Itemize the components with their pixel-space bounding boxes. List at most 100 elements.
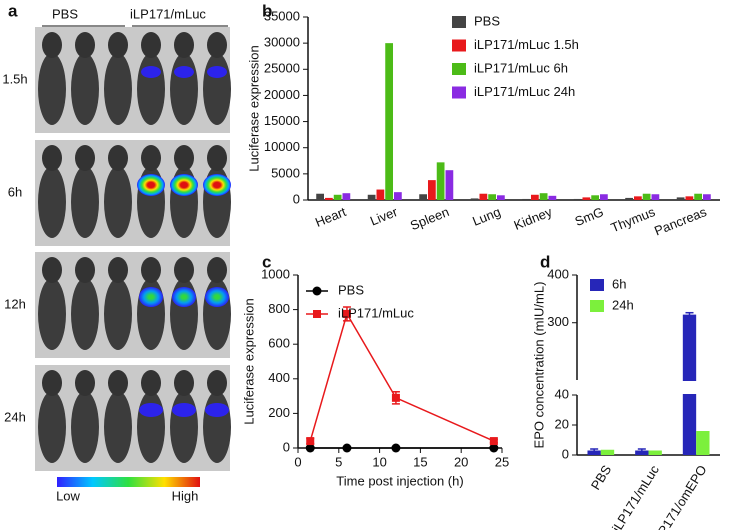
mouse-head bbox=[42, 370, 62, 396]
mouse-body bbox=[71, 278, 99, 350]
legend-label: 6h bbox=[612, 276, 626, 291]
panel-label: a bbox=[8, 1, 18, 20]
bar bbox=[587, 450, 601, 455]
mouse-head bbox=[207, 257, 227, 283]
group-label: PBS bbox=[52, 6, 78, 21]
x-axis-title: Time post injection (h) bbox=[336, 473, 463, 488]
mouse-body bbox=[203, 53, 231, 125]
signal bbox=[141, 66, 161, 78]
mouse-head bbox=[141, 145, 161, 171]
x-tick-label: 20 bbox=[454, 454, 468, 469]
legend-swatch bbox=[452, 86, 466, 99]
legend-swatch bbox=[452, 39, 466, 52]
legend-marker bbox=[313, 310, 321, 318]
bar bbox=[445, 170, 454, 200]
signal bbox=[137, 174, 165, 196]
bar bbox=[685, 196, 694, 200]
scale-high: High bbox=[172, 488, 199, 503]
bar bbox=[651, 194, 660, 200]
row-label: 24h bbox=[4, 409, 26, 424]
signal bbox=[205, 403, 229, 417]
mouse-head bbox=[174, 370, 194, 396]
y-tick-label: 20 bbox=[555, 416, 569, 431]
signal bbox=[205, 287, 229, 307]
bar bbox=[642, 193, 651, 200]
mouse-head bbox=[75, 257, 95, 283]
legend-label: 24h bbox=[612, 297, 634, 312]
bar bbox=[676, 197, 685, 200]
legend-label: iLP171/mLuc 24h bbox=[474, 84, 575, 99]
mouse-body bbox=[170, 391, 198, 463]
bar bbox=[385, 43, 394, 201]
mouse-body bbox=[38, 166, 66, 238]
y-tick-label: 35000 bbox=[264, 8, 300, 23]
y-tick-label: 400 bbox=[547, 266, 569, 281]
y-tick-label: 600 bbox=[268, 336, 290, 351]
legend-label: PBS bbox=[474, 13, 500, 28]
mouse-body bbox=[104, 53, 132, 125]
y-tick-label: 10000 bbox=[264, 139, 300, 154]
bar bbox=[376, 189, 385, 200]
bar bbox=[342, 193, 351, 200]
mouse-body bbox=[104, 278, 132, 350]
legend-swatch bbox=[590, 300, 604, 312]
y-tick-label: 20000 bbox=[264, 87, 300, 102]
y-tick-label: 200 bbox=[268, 405, 290, 420]
y-tick-label: 40 bbox=[555, 386, 569, 401]
mouse-body bbox=[203, 391, 231, 463]
mouse-body bbox=[71, 53, 99, 125]
y-tick-label: 800 bbox=[268, 301, 290, 316]
mouse-body bbox=[137, 53, 165, 125]
mouse-body bbox=[170, 53, 198, 125]
marker bbox=[489, 443, 499, 453]
y-axis-title: Luciferase expression bbox=[246, 45, 261, 171]
bar bbox=[539, 193, 548, 200]
bar bbox=[522, 198, 530, 200]
y-tick-label: 400 bbox=[268, 370, 290, 385]
bar bbox=[367, 194, 376, 200]
x-tick-label: 10 bbox=[372, 454, 386, 469]
line bbox=[309, 312, 495, 442]
panel-label: c bbox=[262, 252, 271, 271]
mouse-head bbox=[42, 32, 62, 58]
mouse-head bbox=[207, 32, 227, 58]
legend-marker bbox=[312, 286, 322, 296]
bar bbox=[324, 197, 333, 200]
mouse-body bbox=[38, 391, 66, 463]
legend-swatch bbox=[452, 63, 466, 75]
bar bbox=[394, 192, 402, 200]
mouse-body bbox=[71, 166, 99, 238]
x-tick-label: 0 bbox=[294, 454, 301, 469]
mouse-head bbox=[174, 145, 194, 171]
mouse-head bbox=[108, 32, 128, 58]
bar bbox=[497, 195, 505, 200]
mouse-head bbox=[108, 145, 128, 171]
bar bbox=[703, 194, 711, 200]
bar bbox=[427, 180, 436, 200]
bar bbox=[530, 194, 539, 200]
row-label: 6h bbox=[8, 184, 22, 199]
bar bbox=[316, 193, 324, 200]
y-tick-label: 25000 bbox=[264, 61, 300, 76]
y-tick-label: 300 bbox=[547, 314, 569, 329]
x-tick-label: 25 bbox=[495, 454, 509, 469]
y-tick-label: 30000 bbox=[264, 35, 300, 50]
y-axis-title: EPO concentration (mIU/mL) bbox=[531, 282, 546, 449]
legend-label: iLP171/mLuc bbox=[338, 305, 414, 320]
legend-label: iLP171/mLuc 1.5h bbox=[474, 37, 579, 52]
bar bbox=[648, 450, 662, 455]
mouse-body bbox=[38, 53, 66, 125]
mouse-head bbox=[75, 145, 95, 171]
legend-swatch bbox=[590, 279, 604, 291]
marker bbox=[342, 309, 351, 318]
bar bbox=[635, 450, 649, 455]
marker bbox=[342, 443, 352, 453]
signal bbox=[139, 287, 163, 307]
y-tick-label: 15000 bbox=[264, 113, 300, 128]
bar bbox=[694, 193, 703, 200]
bar bbox=[633, 196, 642, 200]
mouse-body bbox=[71, 391, 99, 463]
signal bbox=[172, 287, 196, 307]
legend-swatch bbox=[452, 16, 466, 28]
